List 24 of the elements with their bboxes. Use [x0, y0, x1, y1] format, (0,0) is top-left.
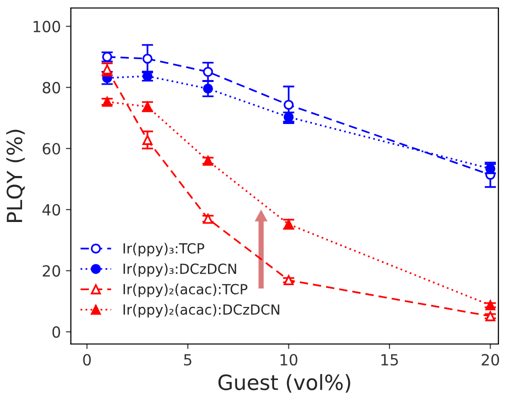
x-tick-label: 15	[381, 354, 398, 366]
y-tick-label: 100	[34, 20, 60, 32]
y-axis-title: PLQY (%)	[6, 130, 25, 222]
legend-label: Ir(ppy)₃:TCP	[124, 242, 204, 256]
point	[142, 54, 152, 64]
point	[202, 66, 213, 77]
x-tick-label: 10	[280, 354, 298, 366]
legend-label: Ir(ppy)₂(acac):TCP	[124, 284, 248, 298]
y-tick-label: 40	[42, 204, 60, 216]
legend-label: Ir(ppy)₂(acac):DCzDCN	[124, 304, 280, 318]
point	[284, 275, 294, 286]
y-tick-label: 60	[42, 142, 60, 155]
x-tick-label: 20	[482, 354, 500, 366]
x-tick-label: 0	[83, 354, 91, 366]
y-tick-label: 0	[52, 326, 60, 338]
point	[142, 134, 152, 145]
point	[202, 84, 213, 94]
legend-label: Ir(ppy)₃:DCzDCN	[124, 263, 236, 277]
point	[485, 311, 496, 322]
y-tick-label: 80	[42, 82, 60, 94]
point	[284, 100, 294, 110]
x-axis-title: Guest (vol%)	[218, 374, 350, 393]
x-tick-label: 5	[184, 354, 192, 366]
y-tick-label: 20	[42, 265, 60, 277]
